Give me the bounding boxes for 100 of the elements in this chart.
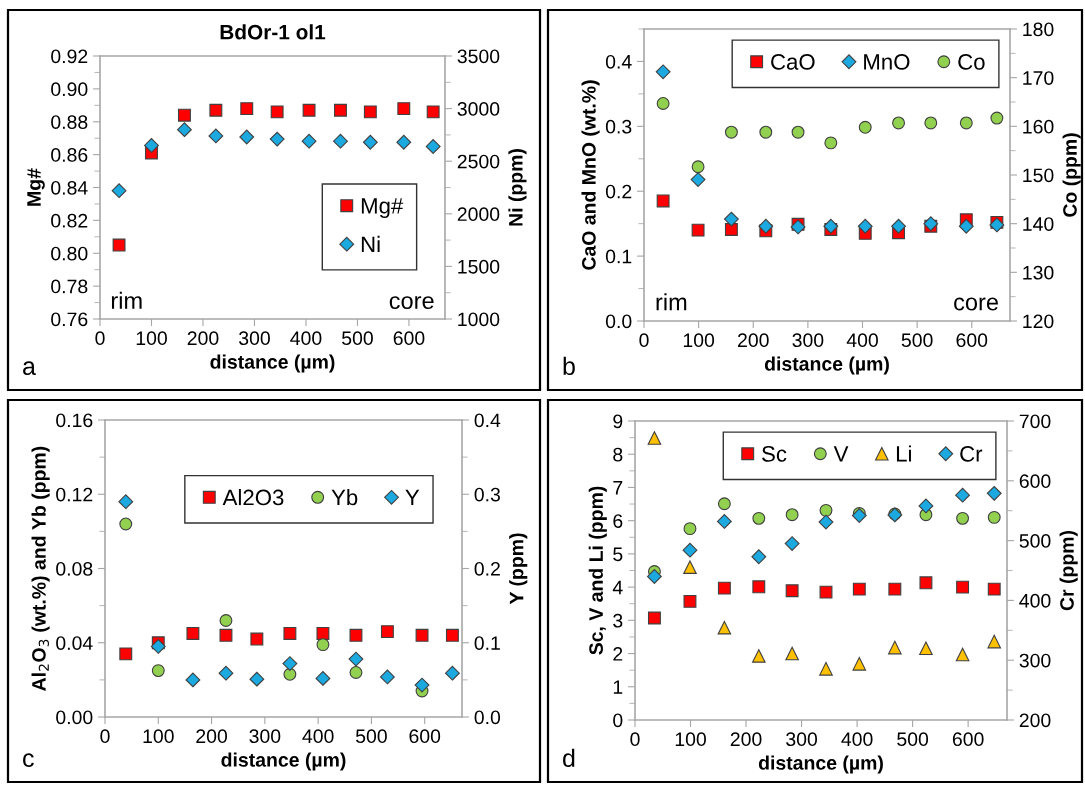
text: a [23,361,36,376]
legend-label: V [833,446,849,462]
y2-tick-label: 160 [1023,119,1054,134]
x-tick-label: 500 [342,331,373,346]
y-tick-label: 0.16 [56,413,93,428]
y-tick-label: 0.88 [51,115,88,129]
y2-tick-label: 180 [1023,22,1054,37]
x-tick-label: 0 [639,333,649,348]
y-tick-label: 0.0 [605,314,632,329]
legend-label: MnO [864,54,910,70]
y2-tick-label: 170 [1023,71,1054,85]
y2-tick-label: 0.2 [474,561,500,576]
y2-tick-label: 300 [1019,653,1051,668]
y-tick-label: 3 [613,613,623,628]
y-axis-title: Sc, V and Li (ppm) [588,486,607,655]
y2-tick-label: 0.1 [474,636,500,650]
x-axis-title: distance (µm) [210,354,335,373]
legend-label: Al2O3 [222,488,284,506]
y-tick-label: 1 [613,680,623,694]
y-tick-label: 0.84 [51,180,88,195]
legend-label: CaO [771,54,815,70]
y-axis-title: Al$_{2}$O$_{3}$ (wt.%) and Yb (ppm) [31,446,50,691]
y-tick-label: 0.04 [56,636,93,650]
x-tick-label: 600 [409,729,441,744]
annotation: core [389,296,434,310]
y2-axis-title: Ni (ppm) [508,149,527,226]
y-tick-label: 0.92 [51,49,88,64]
x-tick-label: 300 [786,732,818,747]
legend-label: Y [405,489,420,506]
y-tick-label: 0.3 [605,119,632,134]
x-tick-label: 400 [290,331,322,346]
x-tick-label: 400 [302,729,334,744]
x-tick-label: 100 [675,732,706,747]
x-tick-label: 500 [901,333,933,348]
y-tick-label: 5 [613,547,623,562]
y2-tick-label: 400 [1019,593,1051,608]
y-tick-label: 4 [612,580,623,595]
x-tick-label: 200 [730,732,762,747]
legend-label: Cr [960,446,983,462]
legend-label: Yb [331,488,358,506]
y2-tick-label: 0.0 [474,710,501,725]
y-tick-label: 0.4 [605,54,632,69]
chart-title: BdOr-1 ol1 [220,24,326,40]
y-tick-label: 7 [613,481,623,495]
x-tick-label: 600 [393,331,425,346]
y-tick-label: 0.2 [605,184,632,199]
x-tick-label: 0 [95,331,105,346]
text: b [563,356,575,376]
y2-tick-label: 120 [1023,314,1054,329]
x-tick-label: 400 [841,732,873,747]
x-axis-title: distance (µm) [221,752,346,771]
y2-tick-label: 500 [1019,534,1051,548]
legend-label: Mg# [361,198,404,219]
x-tick-label: 300 [239,331,270,346]
y2-tick-label: 2000 [457,207,500,222]
y2-tick-label: 1500 [458,259,500,274]
x-tick-label: 600 [952,732,984,747]
y-tick-label: 2 [613,647,623,661]
annotation: rim [111,291,142,309]
y-tick-label: 0.08 [56,561,93,576]
text: d [563,748,575,768]
x-tick-label: 300 [792,333,824,348]
y2-axis-title: Co (ppm) [1062,133,1081,217]
y2-tick-label: 600 [1019,474,1051,489]
x-tick-label: 400 [846,333,878,348]
y2-tick-label: 1000 [458,312,500,327]
legend-label: Co [958,54,985,70]
x-tick-label: 600 [956,333,988,348]
x-axis-title: distance (µm) [758,755,883,774]
x-tick-label: 100 [136,331,167,346]
legend-label: Li [896,445,911,462]
y2-tick-label: 2500 [457,154,500,169]
y-tick-label: 0.12 [56,487,93,502]
y2-tick-label: 200 [1019,713,1051,728]
x-axis-title: distance (µm) [764,356,889,375]
y-tick-label: 8 [613,447,623,462]
y-axis-title: Mg# [27,168,45,206]
y-tick-label: 0.1 [605,249,632,264]
y2-tick-label: 700 [1019,414,1051,429]
annotation: core [954,297,998,311]
y2-tick-label: 0.4 [474,413,501,428]
y2-axis-title: Y (ppm) [509,533,528,605]
y-tick-label: 0.86 [51,148,88,162]
x-tick-label: 200 [738,333,769,348]
y-tick-label: 9 [613,414,623,429]
y-tick-label: 0.00 [56,710,93,725]
x-tick-label: 100 [143,729,174,744]
legend-label: Sc [762,446,787,462]
x-tick-label: 500 [897,732,929,747]
y-tick-label: 0.76 [51,312,88,327]
y-tick-label: 6 [613,514,623,528]
y-axis-title: CaO and MnO (wt.%) [581,80,600,270]
x-tick-label: 0 [100,729,110,744]
y-tick-label: 0.90 [51,82,88,97]
y-tick-label: 0.82 [51,213,88,228]
y2-tick-label: 3500 [457,49,500,64]
y2-tick-label: 3000 [457,102,500,116]
text: c [23,753,34,768]
y-tick-label: 0.78 [51,279,88,294]
y2-tick-label: 130 [1023,265,1054,280]
